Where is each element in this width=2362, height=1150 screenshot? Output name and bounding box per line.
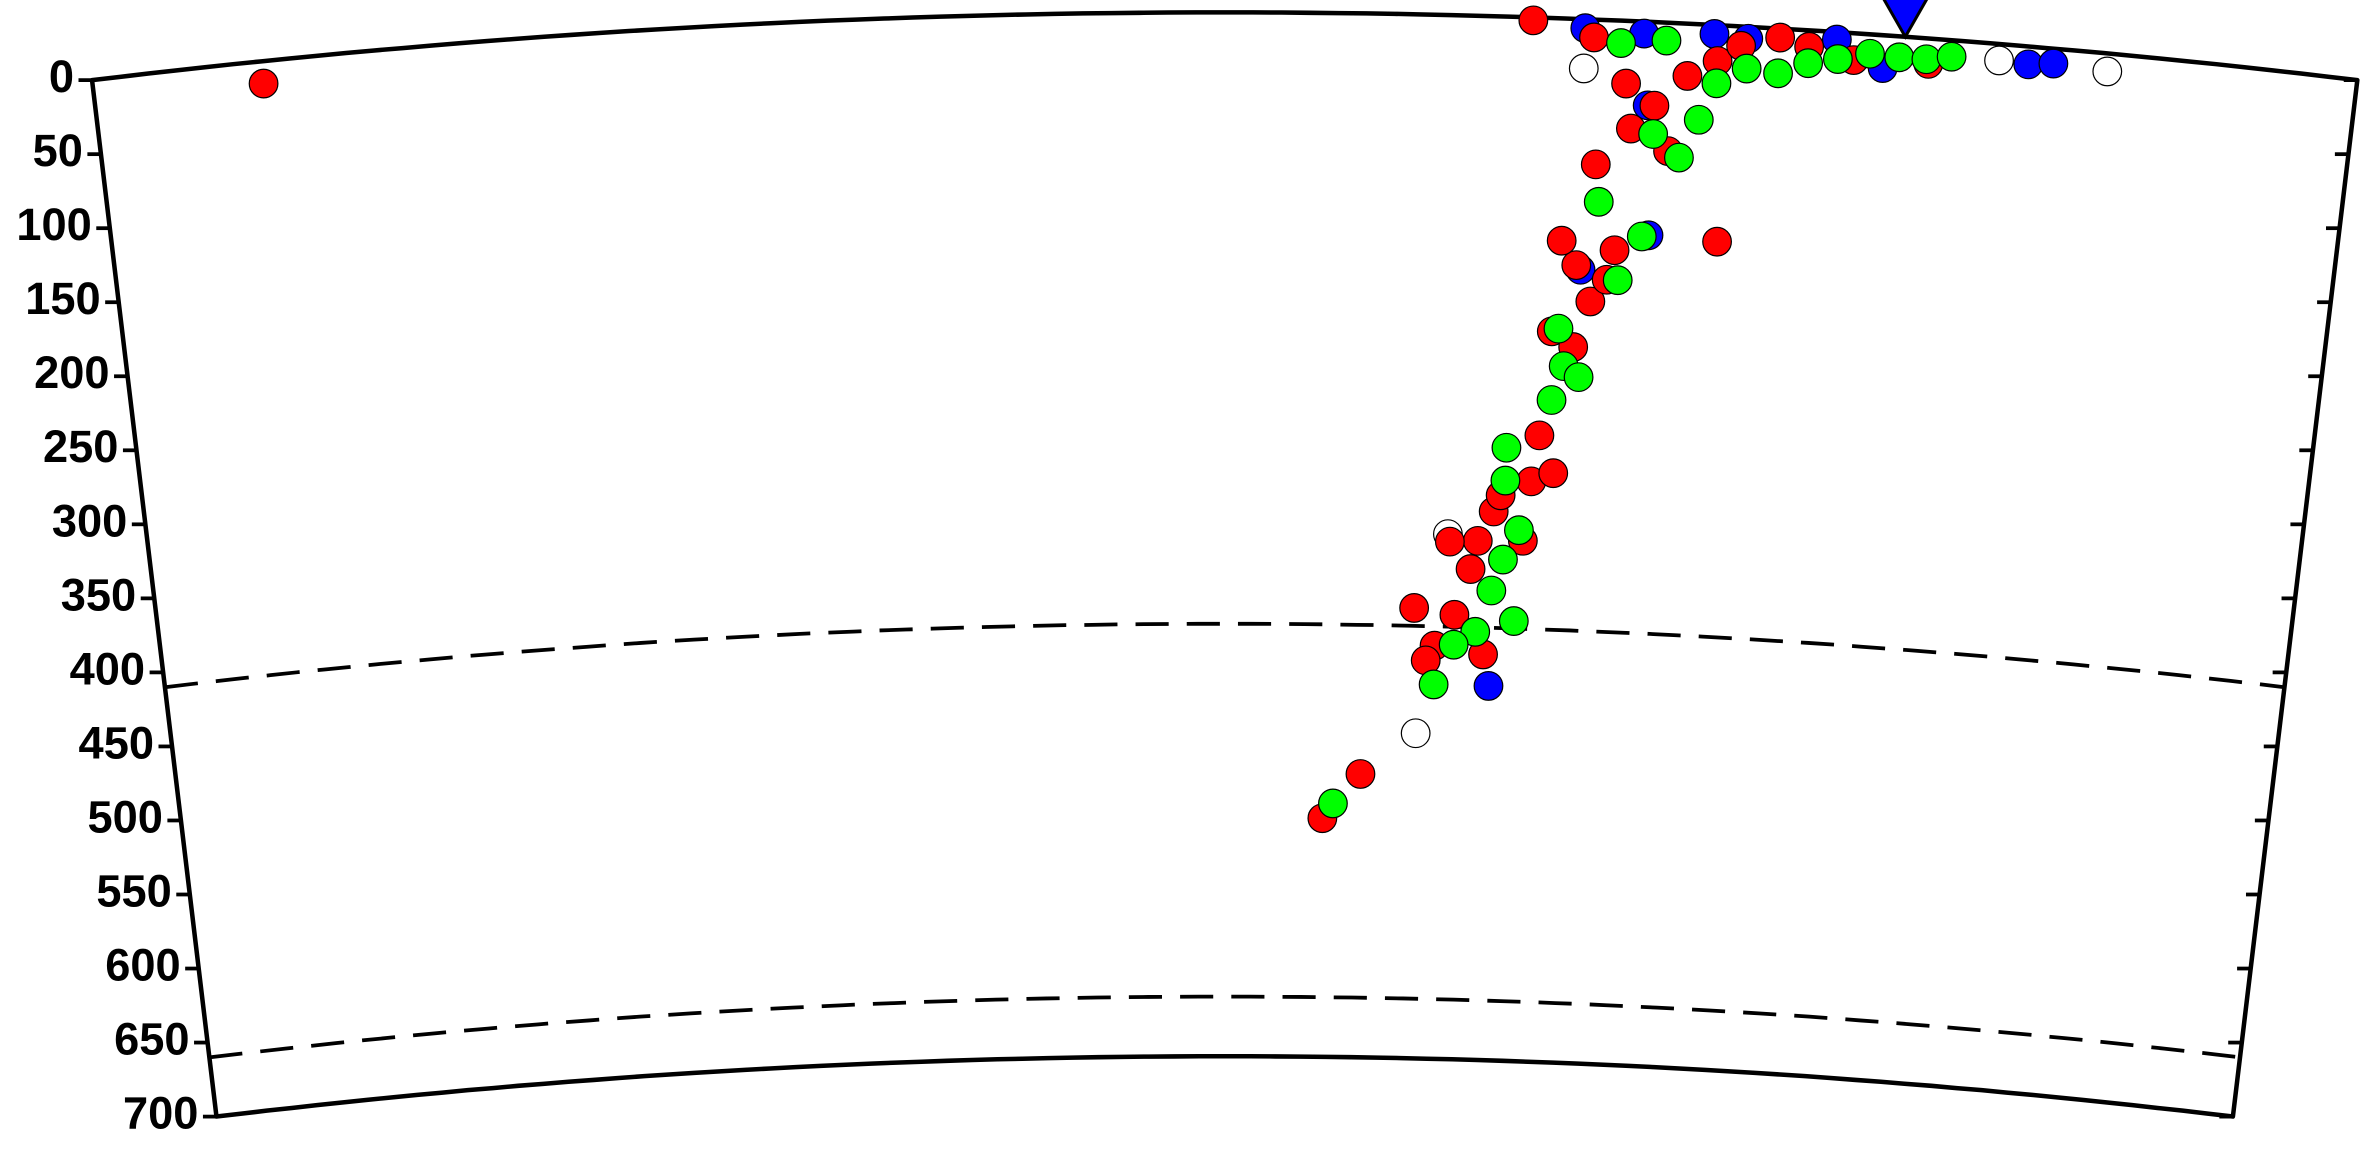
earthquake: [1518, 5, 1549, 36]
earthquake: [1763, 58, 1793, 89]
earthquake: [1793, 48, 1824, 79]
earthquake: [1488, 544, 1518, 575]
earthquake: [1543, 313, 1574, 344]
y-tick-label: 600: [105, 939, 180, 990]
discontinuity-line: [209, 994, 2241, 1060]
earthquake: [1439, 599, 1470, 630]
earthquake: [1579, 22, 1609, 53]
y-tick-label: 650: [114, 1014, 189, 1065]
station: [1882, 0, 1929, 40]
y-tick-label: 150: [25, 273, 100, 324]
earthquake: [1599, 235, 1630, 266]
earthquake: [1568, 53, 1599, 84]
earthquake: [1911, 44, 1942, 75]
earthquake: [1575, 286, 1606, 317]
y-tick-label: 700: [123, 1088, 198, 1139]
earthquake: [2038, 48, 2069, 79]
earthquake: [1639, 90, 1670, 121]
earthquake: [1664, 142, 1694, 173]
y-tick-label: 450: [79, 717, 154, 768]
earthquake: [1884, 42, 1915, 73]
earthquake: [1455, 554, 1486, 584]
earthquake: [1701, 68, 1732, 99]
earthquake: [1498, 606, 1529, 636]
earthquake: [1672, 60, 1703, 91]
y-tick-label: 400: [70, 643, 145, 694]
earthquake: [1399, 593, 1430, 623]
earthquake: [1491, 432, 1522, 463]
earthquake: [1563, 362, 1594, 393]
earthquake: [1462, 525, 1493, 556]
earthquake: [1434, 526, 1465, 557]
y-tick-label: 500: [87, 791, 162, 842]
earthquake: [1318, 788, 1348, 819]
earthquake: [1626, 221, 1657, 252]
discontinuity-line: [164, 621, 2285, 690]
y-tick-label: 50: [33, 125, 83, 176]
y-tick-label: 250: [43, 421, 118, 472]
earthquake: [1855, 38, 1885, 69]
earthquake: [1611, 68, 1641, 99]
y-tick-label: 300: [52, 495, 127, 546]
earthquake: [1345, 759, 1376, 789]
earthquake: [1490, 465, 1521, 496]
earthquake: [1536, 385, 1567, 415]
earthquake: [1580, 149, 1611, 180]
earthquake: [1561, 250, 1592, 281]
earthquake: [1651, 25, 1682, 56]
earthquake: [1504, 515, 1534, 546]
section-frame: [89, 10, 2360, 1119]
y-tick-label: 0: [49, 51, 74, 102]
earthquake: [1546, 225, 1577, 256]
earthquake: [1524, 420, 1555, 451]
earthquake: [1765, 22, 1796, 53]
y-tick-label: 550: [96, 865, 171, 916]
earthquake: [1702, 226, 1732, 257]
earthquake: [1683, 104, 1714, 135]
earthquake: [1822, 44, 1853, 74]
y-tick-label: 350: [61, 569, 136, 620]
y-tick-label: 100: [16, 199, 91, 250]
earthquake: [1699, 19, 1730, 49]
earthquake: [1473, 670, 1504, 701]
earthquake: [1606, 28, 1636, 58]
earthquake: [2013, 49, 2044, 80]
earthquake: [1731, 53, 1762, 84]
earthquake: [248, 68, 279, 99]
earthquake: [1438, 629, 1469, 660]
earthquake: [1538, 458, 1569, 489]
y-tick-label: 200: [34, 347, 109, 398]
earthquake: [1476, 575, 1507, 606]
earthquake: [1583, 186, 1614, 217]
earthquake: [2092, 56, 2123, 87]
earthquake: [1400, 718, 1431, 749]
earthquake: [1936, 41, 1967, 72]
earthquake: [1602, 265, 1633, 296]
earthquake: [1984, 45, 2014, 76]
earthquake: [1638, 119, 1669, 149]
earthquake: [1418, 669, 1449, 700]
